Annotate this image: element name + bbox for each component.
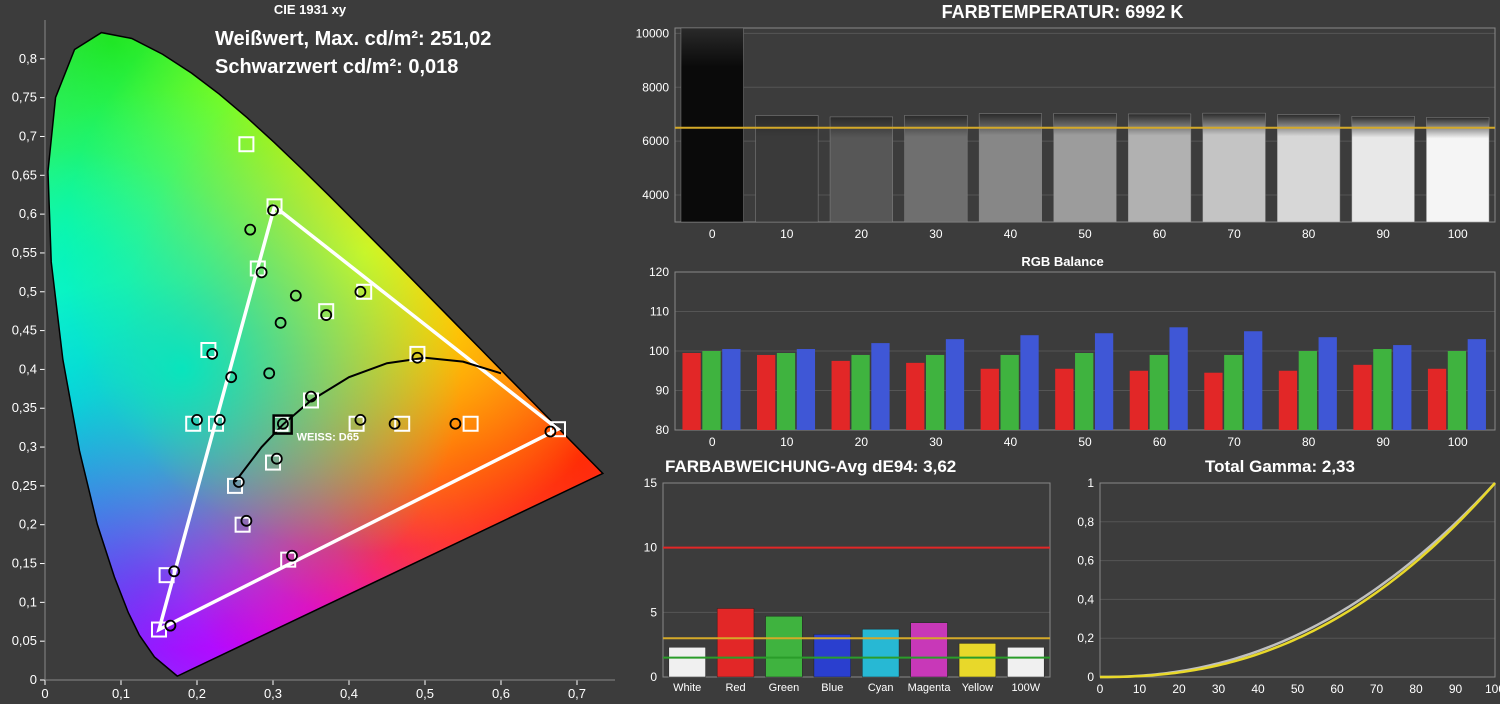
svg-text:30: 30	[929, 227, 943, 241]
svg-text:Cyan: Cyan	[868, 682, 894, 694]
svg-text:50: 50	[1078, 227, 1092, 241]
svg-text:0,2: 0,2	[19, 517, 37, 532]
svg-text:60: 60	[1153, 435, 1167, 449]
svg-text:20: 20	[855, 435, 869, 449]
svg-text:60: 60	[1153, 227, 1167, 241]
svg-text:0,25: 0,25	[12, 478, 37, 493]
svg-text:40: 40	[1004, 435, 1018, 449]
svg-text:0,1: 0,1	[19, 594, 37, 609]
svg-text:20: 20	[855, 227, 869, 241]
svg-text:10000: 10000	[636, 26, 670, 40]
svg-text:100W: 100W	[1011, 682, 1040, 694]
svg-text:0,75: 0,75	[12, 90, 37, 105]
gamma-chart: 00,20,40,60,810102030405060708090100	[1060, 455, 1500, 700]
farbtemperatur-panel: FARBTEMPERATUR: 6992 K 40006000800010000…	[625, 0, 1500, 245]
svg-text:60: 60	[1330, 682, 1344, 696]
svg-text:0: 0	[650, 670, 657, 684]
svg-text:0,2: 0,2	[1077, 631, 1094, 645]
cie-weisswert-label: Weißwert, Max. cd/m²: 251,02	[215, 28, 491, 51]
svg-text:70: 70	[1370, 682, 1384, 696]
svg-text:100: 100	[1485, 682, 1500, 696]
svg-text:0,15: 0,15	[12, 556, 37, 571]
svg-text:50: 50	[1078, 435, 1092, 449]
svg-text:90: 90	[1449, 682, 1463, 696]
svg-text:40: 40	[1004, 227, 1018, 241]
svg-text:0,2: 0,2	[188, 686, 206, 701]
svg-text:6000: 6000	[642, 134, 669, 148]
svg-text:80: 80	[1409, 682, 1423, 696]
svg-text:0: 0	[1097, 682, 1104, 696]
farbtemperatur-chart: 4000 6000 8000 10000 0 10 20 30 40 50 60 70 80 90 100	[625, 0, 1500, 245]
cie-schwarzwert-label: Schwarzwert cd/m²: 0,018	[215, 56, 458, 79]
svg-text:WEISS: D65: WEISS: D65	[297, 432, 359, 444]
svg-text:0: 0	[30, 672, 37, 687]
svg-text:0,05: 0,05	[12, 633, 37, 648]
svg-text:70: 70	[1227, 435, 1241, 449]
svg-text:0,3: 0,3	[19, 439, 37, 454]
svg-text:70: 70	[1227, 227, 1241, 241]
svg-text:10: 10	[644, 541, 658, 555]
svg-text:0: 0	[709, 227, 716, 241]
svg-text:0,6: 0,6	[1077, 554, 1094, 568]
svg-text:30: 30	[929, 435, 943, 449]
svg-text:0,1: 0,1	[112, 686, 130, 701]
svg-text:0,4: 0,4	[19, 361, 37, 376]
svg-text:5: 5	[650, 605, 657, 619]
svg-text:0,35: 0,35	[12, 400, 37, 415]
svg-text:0,8: 0,8	[1077, 515, 1094, 529]
svg-text:0,55: 0,55	[12, 245, 37, 260]
cie-panel: CIE 1931 xy WEISS: D6500,10,20,30,40,50,…	[0, 0, 620, 704]
farbabweichung-chart: 0 5 10 15 White Red Green Blue Cyan Magenta Yellow…	[625, 455, 1055, 700]
svg-text:0: 0	[1087, 670, 1094, 684]
svg-text:1: 1	[1087, 476, 1094, 490]
svg-text:0,7: 0,7	[19, 128, 37, 143]
svg-text:50: 50	[1291, 682, 1305, 696]
svg-text:100: 100	[649, 344, 669, 358]
svg-text:100: 100	[1448, 227, 1468, 241]
rgb-balance-panel: RGB Balance 8090100110120010203040506070…	[625, 252, 1500, 452]
svg-text:80: 80	[1302, 227, 1316, 241]
svg-text:Yellow: Yellow	[962, 682, 993, 694]
cie-chart: WEISS: D65 0 0,1 0,2 0,3 0,4 0,5 0,6 0,7 0 0,05 0,1…	[0, 0, 620, 704]
svg-text:0,65: 0,65	[12, 167, 37, 182]
svg-text:100: 100	[1448, 435, 1468, 449]
rgb-balance-chart: 80 90 100 110 120 0 10 20 30 40 50 60 70 80 90 100	[625, 252, 1500, 452]
svg-text:0,5: 0,5	[19, 284, 37, 299]
svg-text:120: 120	[649, 265, 669, 279]
gamma-panel: Total Gamma: 2,33 00,20,40,60,8101020304…	[1060, 455, 1500, 700]
svg-text:4000: 4000	[642, 188, 669, 202]
svg-text:10: 10	[780, 435, 794, 449]
svg-text:0,6: 0,6	[19, 206, 37, 221]
svg-text:90: 90	[1377, 435, 1391, 449]
svg-text:0,5: 0,5	[416, 686, 434, 701]
svg-text:90: 90	[1377, 227, 1391, 241]
svg-text:0,8: 0,8	[19, 51, 37, 66]
svg-text:0,6: 0,6	[492, 686, 510, 701]
svg-text:20: 20	[1172, 682, 1186, 696]
farbabweichung-panel: FARBABWEICHUNG-Avg dE94: 3,62 051015Whit…	[625, 455, 1055, 700]
svg-text:80: 80	[1302, 435, 1316, 449]
svg-text:30: 30	[1212, 682, 1226, 696]
svg-text:10: 10	[780, 227, 794, 241]
svg-text:8000: 8000	[642, 80, 669, 94]
svg-text:Red: Red	[725, 682, 745, 694]
svg-text:40: 40	[1251, 682, 1265, 696]
svg-text:0,7: 0,7	[568, 686, 586, 701]
svg-text:15: 15	[644, 476, 658, 490]
svg-text:White: White	[673, 682, 701, 694]
svg-text:Magenta: Magenta	[908, 682, 952, 694]
svg-text:0,45: 0,45	[12, 323, 37, 338]
svg-text:0,3: 0,3	[264, 686, 282, 701]
svg-text:0: 0	[709, 435, 716, 449]
svg-text:80: 80	[656, 423, 670, 437]
svg-text:90: 90	[656, 384, 670, 398]
svg-text:0,4: 0,4	[1077, 592, 1094, 606]
svg-text:10: 10	[1133, 682, 1147, 696]
svg-text:Green: Green	[769, 682, 800, 694]
svg-text:0: 0	[41, 686, 48, 701]
svg-text:110: 110	[650, 305, 669, 319]
svg-text:0,4: 0,4	[340, 686, 358, 701]
svg-text:Blue: Blue	[821, 682, 843, 694]
